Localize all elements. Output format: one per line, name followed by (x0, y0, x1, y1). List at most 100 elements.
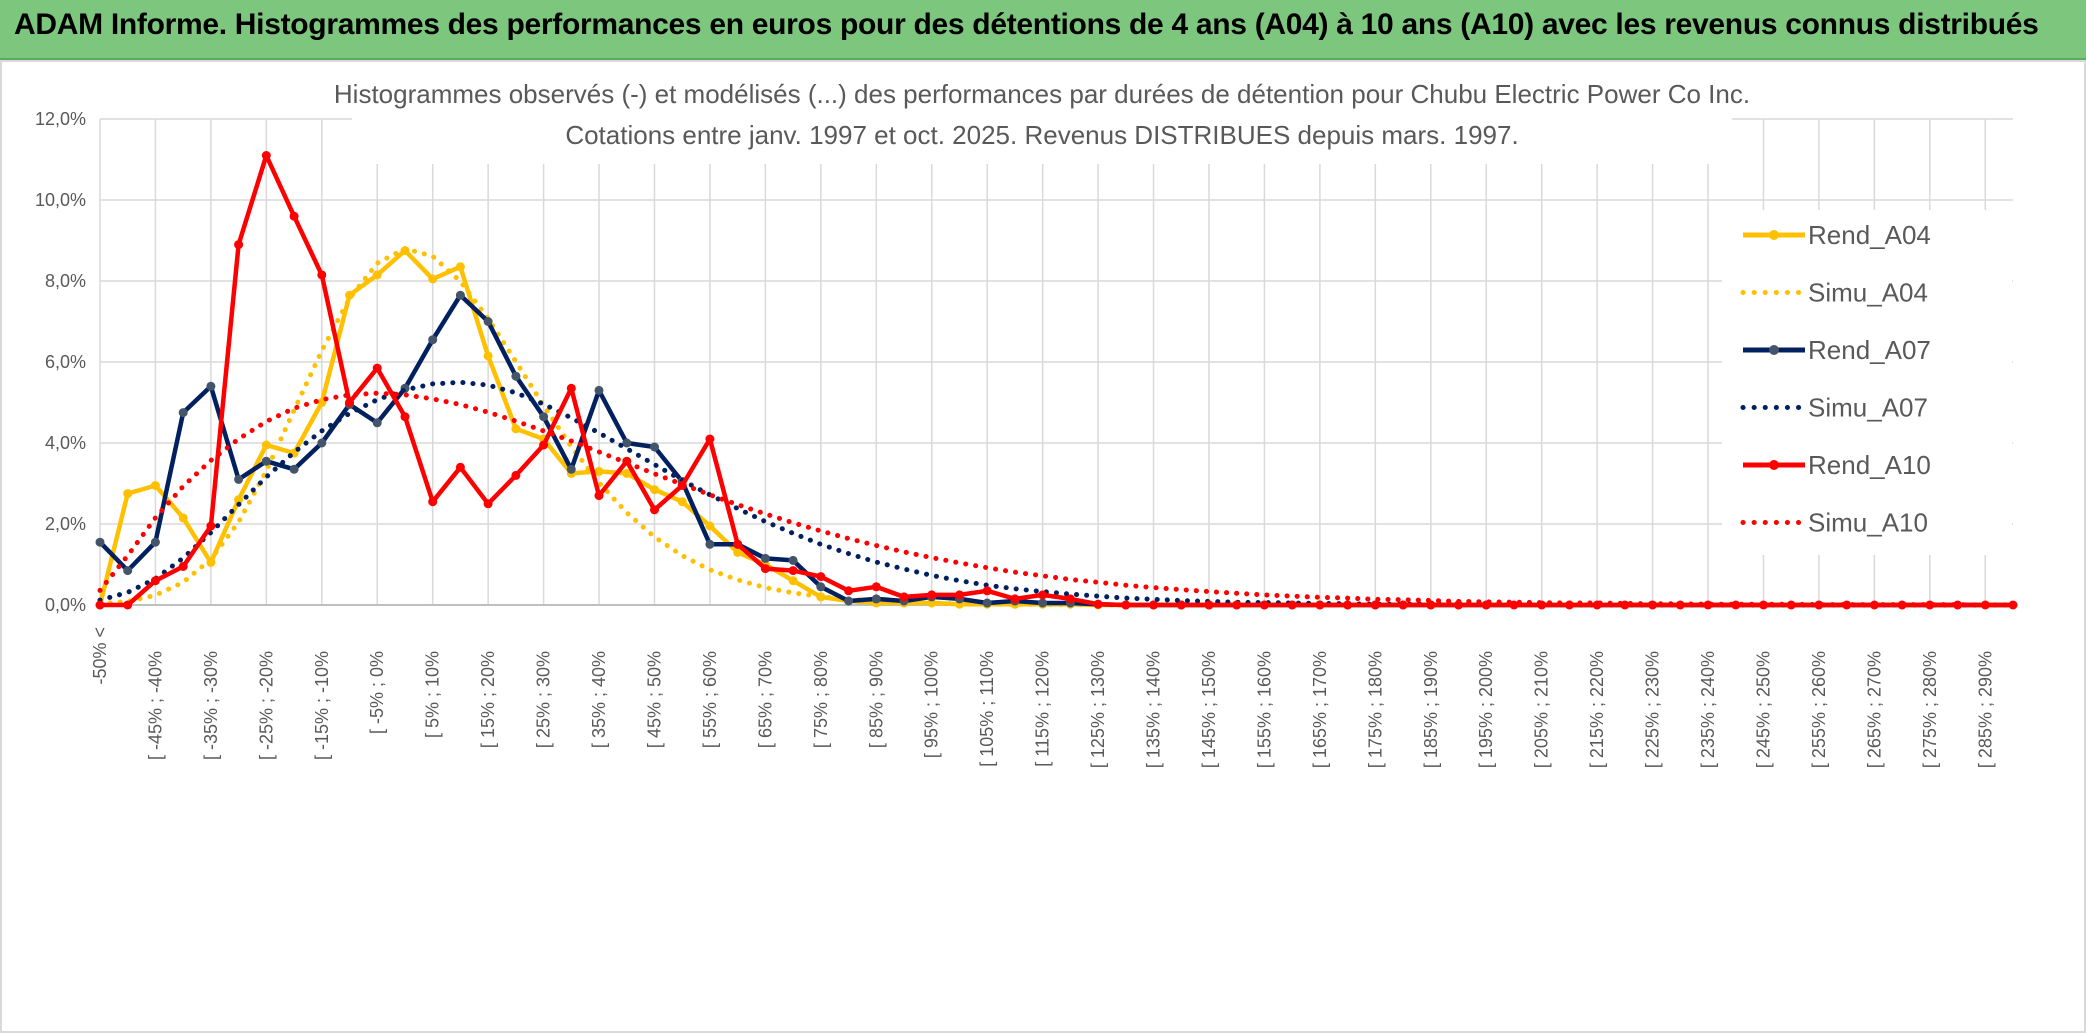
data-point (566, 464, 576, 474)
x-tick-label: [ -25% ; -20% (256, 651, 276, 760)
data-point (1038, 598, 1048, 608)
data-point (788, 555, 798, 565)
header-banner: ADAM Informe. Histogrammes des performan… (0, 0, 2086, 60)
x-tick-label: [ 245% ; 250% (1753, 651, 1773, 768)
data-point (1149, 600, 1158, 610)
data-point (733, 547, 743, 557)
data-point (234, 474, 244, 484)
series-line-simu-a10 (97, 390, 2016, 608)
data-point (760, 564, 770, 574)
data-point (1176, 600, 1186, 610)
x-tick-label: [ 155% ; 160% (1254, 651, 1274, 768)
data-point (1287, 600, 1297, 610)
data-point (455, 462, 465, 472)
data-point (95, 600, 105, 610)
data-point (483, 317, 493, 326)
data-point (705, 539, 715, 549)
data-point (1010, 594, 1020, 604)
x-tick-label: [ 125% ; 130% (1088, 651, 1108, 768)
data-point (955, 590, 964, 600)
data-point (234, 240, 244, 250)
x-tick-label: [ 175% ; 180% (1365, 651, 1385, 768)
data-point (400, 412, 410, 422)
data-point (317, 438, 327, 448)
data-point (677, 497, 687, 507)
data-point (1842, 600, 1852, 610)
data-point (622, 468, 632, 478)
data-point (705, 521, 715, 531)
data-point (788, 566, 798, 576)
x-tick-label: [ 95% ; 100% (922, 651, 942, 758)
y-tick-label: 4,0% (45, 433, 86, 453)
y-tick-label: 10,0% (35, 190, 86, 210)
legend-marker (1769, 460, 1779, 470)
x-tick-label: [ 15% ; 20% (478, 651, 498, 748)
x-tick-label: [ 275% ; 280% (1920, 651, 1940, 768)
data-point (455, 290, 465, 300)
legend-marker (1769, 345, 1779, 355)
data-point (372, 270, 382, 280)
data-point (511, 371, 521, 381)
data-point (1343, 600, 1353, 610)
data-point (788, 576, 798, 586)
data-point (261, 151, 271, 160)
data-point (511, 470, 521, 480)
chart-title: Histogrammes observés (-) et modélisés (… (334, 79, 1750, 109)
data-point (123, 489, 133, 499)
data-point (428, 497, 438, 507)
x-tick-label: [ 165% ; 170% (1310, 651, 1330, 768)
y-tick-label: 0,0% (45, 595, 86, 615)
chart: 0,0% 2,0% 4,0% 6,0% 8,0% 10,0% 12,0% -50% < [ -4… (0, 60, 2086, 1033)
data-point (178, 513, 188, 523)
data-point (927, 590, 937, 600)
x-tick-label: [ 75% ; 80% (811, 651, 831, 748)
data-point (1093, 599, 1103, 609)
data-point (483, 499, 493, 509)
data-point (1509, 600, 1519, 610)
data-point (816, 572, 826, 582)
data-point (1038, 590, 1048, 600)
data-point (123, 566, 133, 576)
y-tick-label: 2,0% (45, 514, 86, 534)
data-point (1121, 600, 1131, 610)
data-point (178, 562, 188, 571)
legend-box (1722, 210, 2012, 555)
data-point (1953, 600, 1963, 610)
x-tick-label: [ 215% ; 220% (1587, 651, 1607, 768)
data-point (455, 262, 465, 272)
x-tick-label: [ 185% ; 190% (1421, 651, 1441, 768)
x-tick-label: -50% < (90, 627, 110, 685)
legend-label: Rend_A04 (1808, 220, 1931, 250)
x-tick-label: [ 255% ; 260% (1809, 651, 1829, 768)
x-tick-label: [ 55% ; 60% (700, 651, 720, 748)
data-point (594, 385, 604, 395)
data-point (1259, 600, 1269, 610)
data-point (650, 442, 659, 452)
x-tick-label: [ 285% ; 290% (1975, 651, 1995, 768)
data-point (289, 211, 299, 221)
x-tick-label: [ 65% ; 70% (755, 651, 775, 748)
data-point (1232, 600, 1242, 610)
x-tick-label: [ 5% ; 10% (423, 651, 443, 738)
x-tick-label: [ -5% ; 0% (367, 651, 387, 734)
x-tick-label: [ 35% ; 40% (589, 651, 609, 748)
data-point (539, 440, 549, 450)
data-point (317, 270, 327, 280)
x-tick-label: [ 135% ; 140% (1144, 651, 1164, 768)
data-point (372, 418, 382, 428)
y-tick-label: 8,0% (45, 271, 86, 291)
y-tick-label: 6,0% (45, 352, 86, 372)
data-point (234, 495, 244, 505)
data-point (733, 539, 743, 549)
data-point (594, 466, 604, 476)
legend-label: Simu_A07 (1808, 393, 1928, 423)
data-point (261, 440, 271, 450)
x-tick-label: [ 45% ; 50% (644, 651, 664, 748)
data-point (871, 594, 881, 604)
data-point (95, 537, 105, 547)
legend-label: Rend_A07 (1808, 335, 1931, 365)
x-tick-label: [ 195% ; 200% (1476, 651, 1496, 768)
data-point (483, 351, 493, 361)
data-point (816, 582, 826, 592)
data-point (428, 335, 438, 345)
